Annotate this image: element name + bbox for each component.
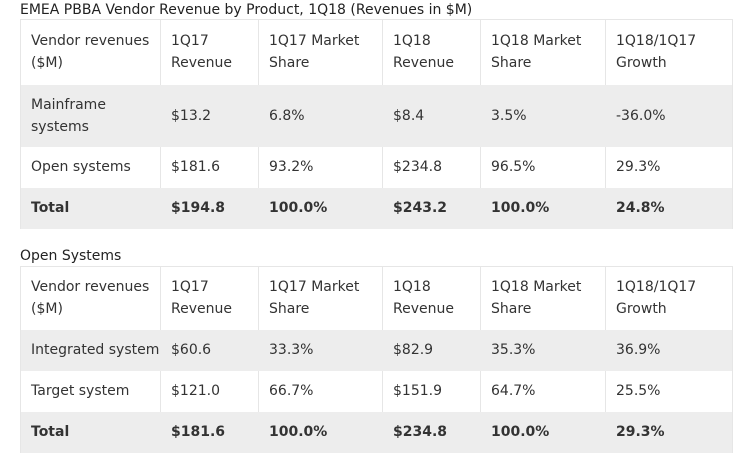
- column-header: 1Q17 Market Share: [258, 266, 383, 330]
- table-header-row: Vendor revenues ($M) 1Q17 Revenue 1Q17 M…: [20, 19, 733, 85]
- table-row: Integrated system $60.6 33.3% $82.9 35.3…: [20, 329, 733, 371]
- vendor-revenue-table: Vendor revenues ($M) 1Q17 Revenue 1Q17 M…: [20, 19, 733, 229]
- table-cell: 93.2%: [258, 146, 383, 188]
- table-cell: $121.0: [160, 370, 259, 412]
- table-cell: -36.0%: [605, 84, 733, 147]
- table-cell: 33.3%: [258, 329, 383, 371]
- table-cell: $151.9: [382, 370, 481, 412]
- column-header: 1Q18/1Q17 Growth: [605, 266, 733, 330]
- table-cell: Integrated system: [20, 329, 161, 371]
- table-cell: 3.5%: [480, 84, 606, 147]
- column-header: 1Q18 Market Share: [480, 19, 606, 85]
- table-cell: 35.3%: [480, 329, 606, 371]
- table-cell: $234.8: [382, 411, 481, 453]
- column-header: Vendor revenues ($M): [20, 266, 161, 330]
- table-cell: 100.0%: [258, 187, 383, 229]
- table-cell: 66.7%: [258, 370, 383, 412]
- table-caption-vendor-revenue: EMEA PBBA Vendor Revenue by Product, 1Q1…: [20, 2, 473, 18]
- table-total-row: Total $194.8 100.0% $243.2 100.0% 24.8%: [20, 187, 733, 229]
- table-cell: $181.6: [160, 411, 259, 453]
- table-cell: $60.6: [160, 329, 259, 371]
- table-cell: $234.8: [382, 146, 481, 188]
- table-total-row: Total $181.6 100.0% $234.8 100.0% 29.3%: [20, 411, 733, 453]
- column-header: Vendor revenues ($M): [20, 19, 161, 85]
- table-cell: 64.7%: [480, 370, 606, 412]
- table-row: Open systems $181.6 93.2% $234.8 96.5% 2…: [20, 146, 733, 188]
- table-cell: 29.3%: [605, 411, 733, 453]
- column-header: 1Q18 Revenue: [382, 266, 481, 330]
- table-cell: 100.0%: [258, 411, 383, 453]
- table-cell: $13.2: [160, 84, 259, 147]
- column-header: 1Q18/1Q17 Growth: [605, 19, 733, 85]
- table-cell: Open systems: [20, 146, 161, 188]
- table-cell: $82.9: [382, 329, 481, 371]
- open-systems-table: Vendor revenues ($M) 1Q17 Revenue 1Q17 M…: [20, 266, 733, 453]
- table-cell: 6.8%: [258, 84, 383, 147]
- column-header: 1Q18 Revenue: [382, 19, 481, 85]
- table-cell: Target system: [20, 370, 161, 412]
- table-cell: $243.2: [382, 187, 481, 229]
- table-cell: Total: [20, 187, 161, 229]
- column-header: 1Q17 Revenue: [160, 266, 259, 330]
- table-cell: $194.8: [160, 187, 259, 229]
- table-cell: Mainframe systems: [20, 84, 161, 147]
- table-cell: 24.8%: [605, 187, 733, 229]
- table-caption-open-systems: Open Systems: [20, 248, 122, 264]
- column-header: 1Q17 Market Share: [258, 19, 383, 85]
- table-header-row: Vendor revenues ($M) 1Q17 Revenue 1Q17 M…: [20, 266, 733, 330]
- table-cell: 100.0%: [480, 187, 606, 229]
- table-cell: 36.9%: [605, 329, 733, 371]
- table-cell: 29.3%: [605, 146, 733, 188]
- column-header: 1Q18 Market Share: [480, 266, 606, 330]
- table-cell: $8.4: [382, 84, 481, 147]
- table-cell: 25.5%: [605, 370, 733, 412]
- table-row: Target system $121.0 66.7% $151.9 64.7% …: [20, 370, 733, 412]
- table-row: Mainframe systems $13.2 6.8% $8.4 3.5% -…: [20, 84, 733, 147]
- column-header: 1Q17 Revenue: [160, 19, 259, 85]
- table-cell: 100.0%: [480, 411, 606, 453]
- table-cell: 96.5%: [480, 146, 606, 188]
- table-cell: Total: [20, 411, 161, 453]
- table-cell: $181.6: [160, 146, 259, 188]
